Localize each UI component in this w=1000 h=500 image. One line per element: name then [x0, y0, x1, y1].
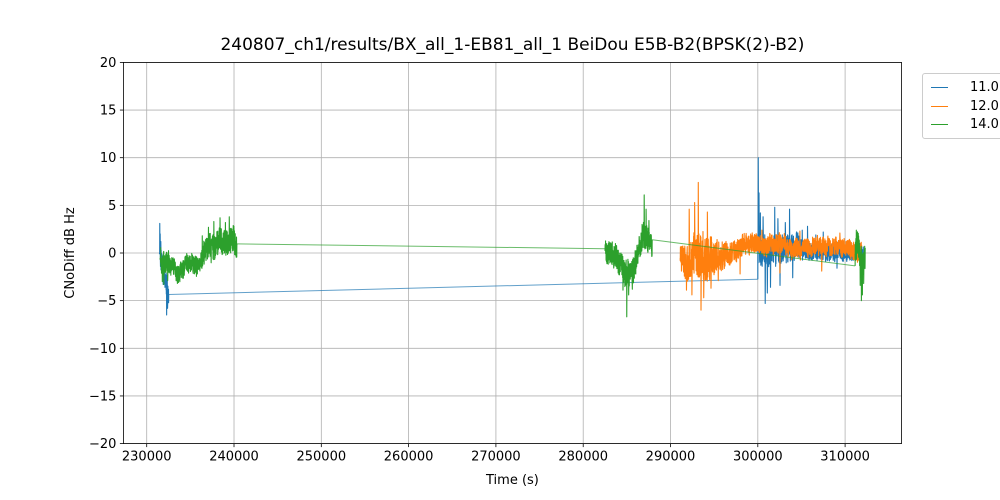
y-tick-label: 10	[100, 151, 117, 166]
x-tick-label: 300000	[733, 450, 783, 465]
y-tick-label: −5	[97, 294, 116, 309]
legend-entry: 12.0	[931, 97, 1000, 116]
y-tick-label: 20	[100, 56, 117, 71]
series-12.0-segment	[679, 181, 863, 311]
series-14.0-segment	[604, 194, 653, 318]
series-11.0-segment	[168, 278, 758, 295]
x-tick-label: 280000	[558, 450, 608, 465]
legend-entry: 11.0	[931, 78, 1000, 97]
legend-entry: 14.0	[931, 115, 1000, 134]
legend: 11.0 12.0 14.0	[922, 73, 1000, 139]
x-tick-label: 230000	[122, 450, 172, 465]
y-tick-label: −15	[89, 389, 116, 404]
y-tick-label: 5	[108, 199, 116, 214]
legend-line-sample	[931, 105, 948, 107]
legend-label: 11.0	[970, 79, 999, 95]
x-tick-label: 310000	[820, 450, 870, 465]
series-14.0-segment	[652, 239, 856, 267]
y-tick-label: 15	[100, 104, 117, 119]
data-series	[158, 157, 866, 318]
x-tick-label: 270000	[471, 450, 521, 465]
legend-label: 14.0	[970, 117, 999, 133]
x-tick-label: 250000	[296, 450, 346, 465]
y-tick-label: −20	[89, 437, 116, 452]
series-14.0-segment	[159, 216, 238, 285]
x-tick-label: 240000	[209, 450, 259, 465]
y-tick-label: 0	[108, 247, 116, 262]
x-tick-label: 260000	[384, 450, 434, 465]
y-tick-label: −10	[89, 342, 116, 357]
y-axis-label: CNoDiff dB Hz	[63, 207, 78, 299]
chart-title: 240807_ch1/results/BX_all_1-EB81_all_1 B…	[220, 35, 804, 55]
legend-line-sample	[931, 124, 948, 126]
legend-line-sample	[931, 86, 948, 88]
series-14.0-segment	[236, 243, 606, 250]
legend-label: 12.0	[970, 98, 999, 114]
series-11.0-segment	[757, 157, 864, 305]
x-axis-label: Time (s)	[485, 473, 539, 488]
x-tick-label: 290000	[646, 450, 696, 465]
series-14.0-segment	[854, 229, 866, 302]
axis-ticks: 230000 240000 250000 260000 270000 280000 2900…	[89, 56, 870, 465]
